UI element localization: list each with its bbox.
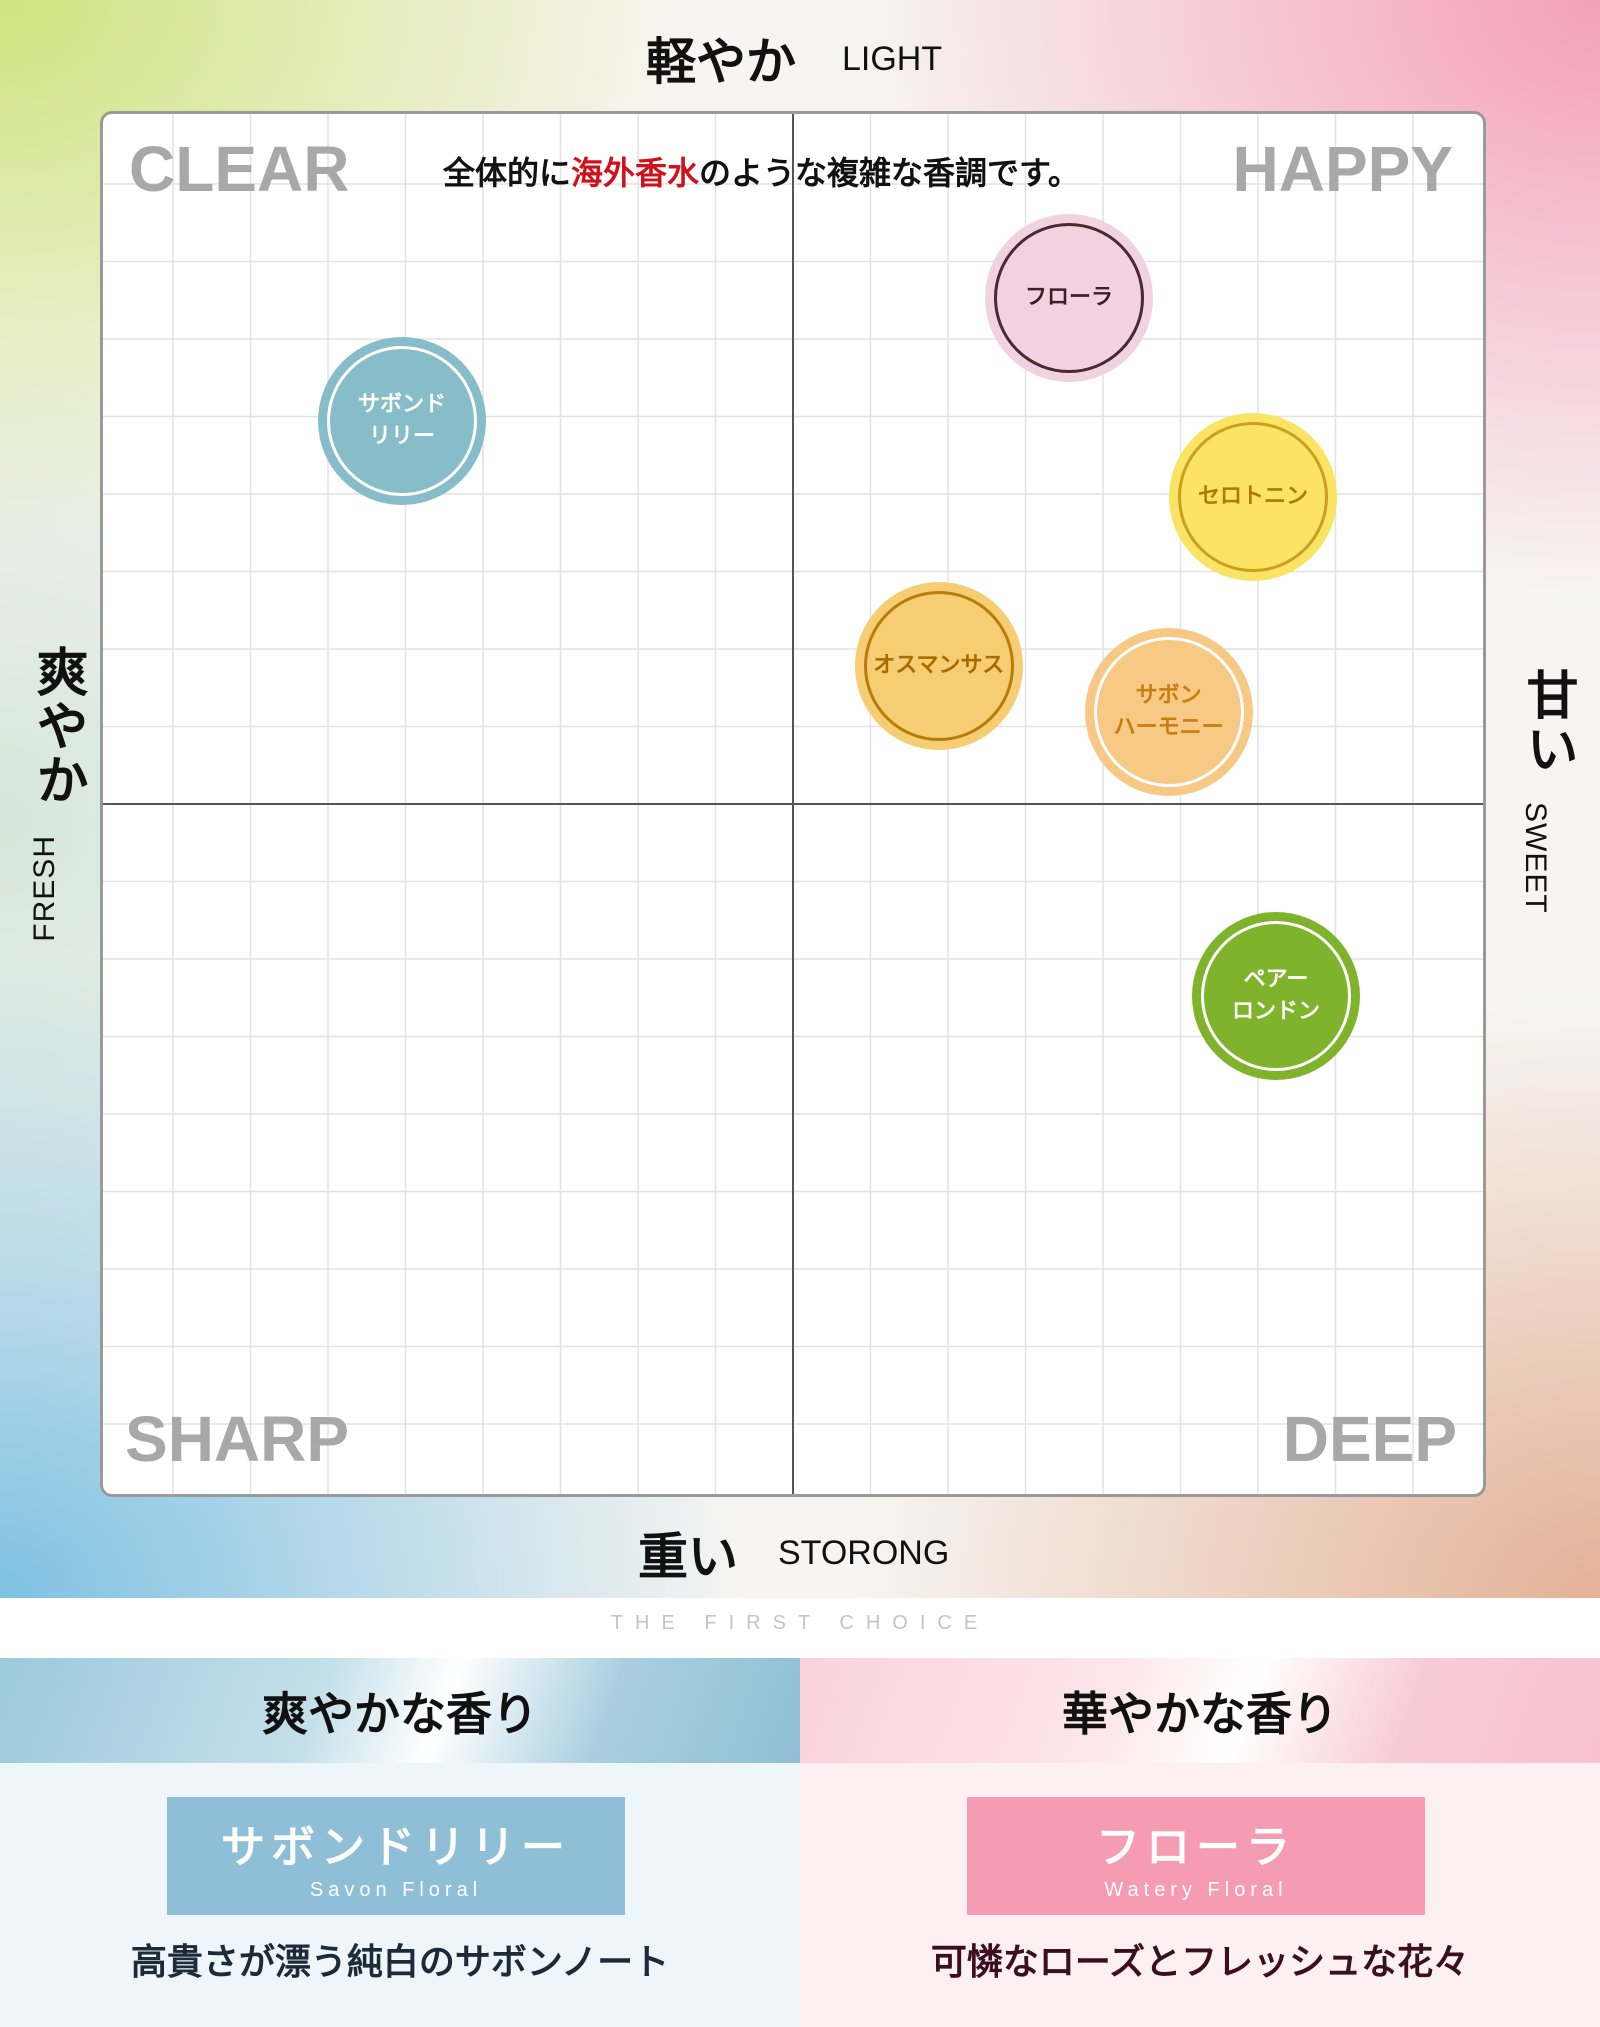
bubble-label-line: ロンドン [1231,998,1320,1024]
axis-top-label-en: LIGHT [842,40,943,78]
bubble-ring [327,345,477,496]
quadrant-label-clear: CLEAR [129,133,350,205]
bubble-ring [863,591,1014,741]
axis-left-label-en: FRESH [28,835,61,942]
headline: 全体的に海外香水のような複雑な香調です。 [443,148,1080,194]
brand-text: THE FIRST CHOICE [610,1612,990,1634]
headline-highlight: 海外香水 [571,154,700,192]
quadrant-label-sharp: SHARP [125,1403,350,1475]
bubble-label: フローラ [1025,282,1113,314]
bubble-label-line: サボン [1135,683,1202,708]
floral-column-heading: 華やかな香り [800,1658,1600,1763]
bubble-point: サボンド リリー [318,336,486,505]
fresh-column-heading: 爽やかな香り [0,1658,800,1763]
floral-product-desc: 可憐なローズとフレッシュな花々 [930,1942,1470,1983]
headline-after: のような複雑な香調です。 [699,154,1080,192]
bubble-label: セロトニン [1198,481,1308,513]
headline-before: 全体的に [443,154,572,192]
fresh-column: 爽やかな香り サボンドリリー Savon Floral 高貴さが漂う純白のサボン… [0,1658,800,2027]
bubble-label-line: オスマンサス [873,653,1005,678]
fresh-product-sub: Savon Floral [309,1878,483,1901]
bubble-point: フローラ [985,214,1153,382]
bubble-ring [1178,422,1328,573]
grid [103,114,1483,1494]
bubble-point: ペアー ロンドン [1192,911,1360,1080]
axis-right-label: 甘い [1517,668,1577,776]
bubble-point: オスマンサス [854,582,1023,750]
bubble-label: ペアー ロンドン [1232,964,1320,1028]
quadrant-label-deep: DEEP [1282,1403,1457,1475]
floral-product-tag: フローラ Watery Floral [967,1797,1425,1915]
bubble-label-line: ペアー [1243,966,1309,992]
axis-right-label-en: SWEET [1519,802,1552,914]
floral-product-sub: Watery Floral [1104,1878,1288,1901]
bubble-ring [1201,920,1351,1071]
bubble-point: セロトニン [1169,413,1337,582]
bubble-label: オスマンサス [873,650,1004,682]
bubble-point: サボン ハーモニー [1084,628,1253,796]
bubble-label: サボンド リリー [358,389,446,453]
bubble-ring [994,223,1144,373]
bubble-label-line: サボンド [357,391,446,417]
chart-panel: CLEAR HAPPY SHARP DEEP 全体的に海外香水のような複雑な香調… [100,111,1486,1497]
axis-bottom-label: 重い [638,1528,738,1586]
bubble-label-line: リリー [368,423,435,449]
bubble-label-line: セロトニン [1197,484,1308,510]
bubble-label-line: フローラ [1024,285,1113,310]
bubble-label: サボン ハーモニー [1114,680,1224,744]
floral-column: 華やかな香り フローラ Watery Floral 可憐なローズとフレッシュな花… [800,1658,1600,2027]
fresh-product-name: サボンドリリー [221,1821,571,1873]
fresh-product-tag: サボンドリリー Savon Floral [167,1797,625,1915]
floral-product-name: フローラ [1096,1821,1296,1873]
axis-top-label: 軽やか [646,33,796,91]
bubble-ring [1093,637,1244,787]
bubble-label-line: ハーモニー [1113,715,1224,740]
quadrant-label-happy: HAPPY [1232,133,1454,205]
fresh-product-desc: 高貴さが漂う純白のサボンノート [130,1942,670,1983]
axis-bottom-label-en: STORONG [778,1534,950,1572]
axis-left-label: 爽やか [27,645,87,807]
